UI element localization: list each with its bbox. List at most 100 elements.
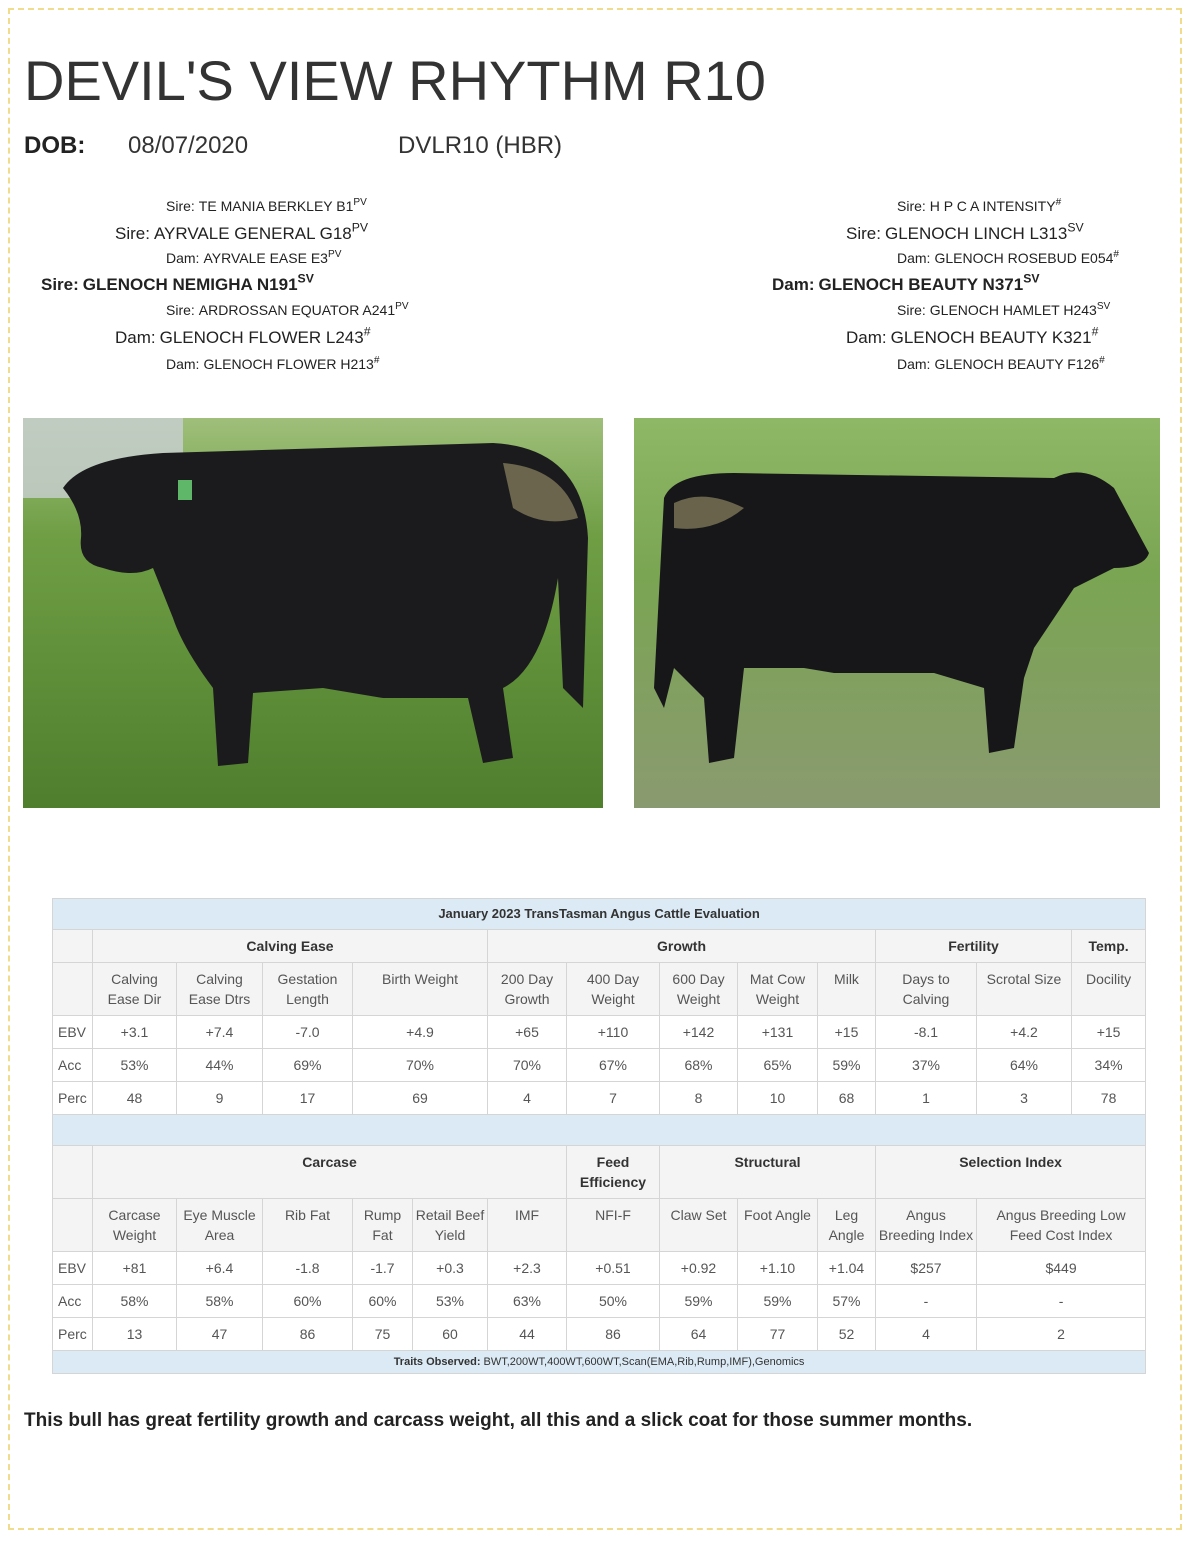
cell: 52 — [817, 1317, 876, 1351]
pedigree-status: PV — [353, 196, 367, 208]
group-header: Temp. — [1070, 929, 1147, 963]
page-border — [8, 8, 1182, 1530]
pedigree-name: AYRVALE GENERAL G18 — [153, 224, 352, 243]
cell: -1.7 — [352, 1251, 413, 1285]
corner — [52, 1145, 93, 1199]
cell: +81 — [92, 1251, 177, 1285]
pedigree-line: Dam: GLENOCH BEAUTY F126# — [897, 355, 1105, 372]
cell: 67% — [566, 1048, 660, 1082]
pedigree-role: Dam: — [772, 275, 815, 294]
column-header: Birth Weight — [352, 962, 488, 1016]
photo-bull-side — [634, 418, 1160, 808]
group-row: Carcase Feed Efficiency Structural Selectio… — [52, 1145, 1147, 1199]
pedigree-line: Dam: GLENOCH BEAUTY N371SV — [772, 271, 1040, 295]
pedigree-status: SV — [1067, 220, 1084, 235]
pedigree-role: Dam: — [166, 356, 200, 372]
pedigree-role: Dam: — [846, 328, 887, 347]
pedigree-line: Dam: AYRVALE EASE E3PV — [166, 249, 341, 266]
pedigree-line: Sire: AYRVALE GENERAL G18PV — [115, 220, 369, 244]
cell: +7.4 — [176, 1015, 263, 1049]
group-header: Structural — [659, 1145, 876, 1199]
cell: 50% — [566, 1284, 660, 1318]
data-row: Acc 53% 44% 69% 70% 70% 67% 68% 65% 59% 37% 64% 34% — [52, 1048, 1147, 1082]
cell: -1.8 — [262, 1251, 353, 1285]
title-row: January 2023 TransTasman Angus Cattle Ev… — [51, 898, 1147, 930]
cell: 70% — [487, 1048, 567, 1082]
cell: 58% — [92, 1284, 177, 1318]
pedigree-name: AYRVALE EASE E3 — [203, 250, 328, 266]
cell: +131 — [737, 1015, 818, 1049]
data-row: Acc 58% 58% 60% 60% 53% 63% 50% 59% 59% 57% - - — [52, 1284, 1147, 1318]
column-header: Gestation Length — [262, 962, 353, 1016]
column-header: Eye Muscle Area — [176, 1198, 263, 1252]
pedigree-name: GLENOCH BEAUTY F126 — [934, 356, 1100, 372]
pedigree-name: GLENOCH LINCH L313 — [884, 224, 1068, 243]
pedigree-status: SV — [297, 271, 314, 286]
column-header: Foot Angle — [737, 1198, 818, 1252]
group-row: Calving Ease Growth Fertility Temp. — [52, 929, 1147, 963]
cell: 59% — [659, 1284, 738, 1318]
cell: 75 — [352, 1317, 413, 1351]
pedigree-status: # — [1113, 248, 1120, 260]
pedigree-name: ARDROSSAN EQUATOR A241 — [198, 302, 396, 318]
column-row: Carcase Weight Eye Muscle Area Rib Fat Rump… — [52, 1198, 1147, 1252]
group-header: Selection Index — [874, 1145, 1147, 1199]
pedigree-role: Dam: — [166, 250, 200, 266]
cell: $257 — [875, 1251, 977, 1285]
cell: +65 — [487, 1015, 567, 1049]
cell: 64 — [659, 1317, 738, 1351]
cell: +2.3 — [487, 1251, 567, 1285]
pedigree-role: Sire: — [166, 198, 195, 214]
traits-value: BWT,200WT,400WT,600WT,Scan(EMA,Rib,Rump,… — [483, 1356, 805, 1368]
pedigree-role: Dam: — [897, 250, 931, 266]
pedigree-line: Sire: H P C A INTENSITY# — [897, 196, 1062, 214]
column-header: Docility — [1070, 962, 1147, 1016]
pedigree-role: Sire: — [897, 198, 926, 214]
photo-bull-front — [23, 418, 603, 808]
cell: +4.9 — [352, 1015, 488, 1049]
cell: 53% — [412, 1284, 488, 1318]
pedigree-line: Dam: GLENOCH FLOWER H213# — [166, 355, 379, 372]
row-label: Acc — [52, 1284, 93, 1318]
corner — [52, 962, 93, 1016]
pedigree-status: PV — [351, 220, 369, 235]
pedigree-line: Sire: TE MANIA BERKLEY B1PV — [166, 196, 367, 214]
column-row: Calving Ease Dir Calving Ease Dtrs Gestati… — [52, 962, 1147, 1016]
pedigree-status: # — [1055, 196, 1062, 208]
cell: 60 — [412, 1317, 488, 1351]
pedigree-status: SV — [1023, 271, 1040, 286]
pedigree-line: Sire: GLENOCH HAMLET H243SV — [897, 300, 1111, 318]
cell: 70% — [352, 1048, 488, 1082]
cell: +0.3 — [412, 1251, 488, 1285]
column-header: 400 Day Weight — [566, 962, 660, 1016]
row-label: Perc — [52, 1317, 93, 1351]
pedigree-line: Sire: GLENOCH NEMIGHA N191SV — [41, 271, 314, 295]
pedigree-status: SV — [1096, 300, 1111, 312]
cell: +0.92 — [659, 1251, 738, 1285]
cell: 4 — [875, 1317, 977, 1351]
cell: 65% — [737, 1048, 818, 1082]
row-label: Acc — [52, 1048, 93, 1082]
cell: +142 — [659, 1015, 738, 1049]
pedigree-role: Sire: — [897, 302, 926, 318]
cell: 47 — [176, 1317, 263, 1351]
cell: 13 — [92, 1317, 177, 1351]
column-header: Claw Set — [659, 1198, 738, 1252]
column-header: 200 Day Growth — [487, 962, 567, 1016]
cell: 57% — [817, 1284, 876, 1318]
cell: 8 — [659, 1081, 738, 1115]
group-header: Growth — [487, 929, 876, 963]
pedigree-name: GLENOCH FLOWER H213 — [203, 356, 374, 372]
pedigree-status: # — [363, 324, 371, 339]
cell: 78 — [1070, 1081, 1147, 1115]
row-label: EBV — [52, 1251, 93, 1285]
pedigree-role: Sire: — [846, 224, 881, 243]
cell: 1 — [875, 1081, 977, 1115]
pedigree-name: GLENOCH FLOWER L243 — [159, 328, 364, 347]
column-header: IMF — [487, 1198, 567, 1252]
cell: 59% — [737, 1284, 818, 1318]
pedigree-status: # — [1091, 324, 1099, 339]
cell: 59% — [817, 1048, 876, 1082]
column-header: Carcase Weight — [92, 1198, 177, 1252]
